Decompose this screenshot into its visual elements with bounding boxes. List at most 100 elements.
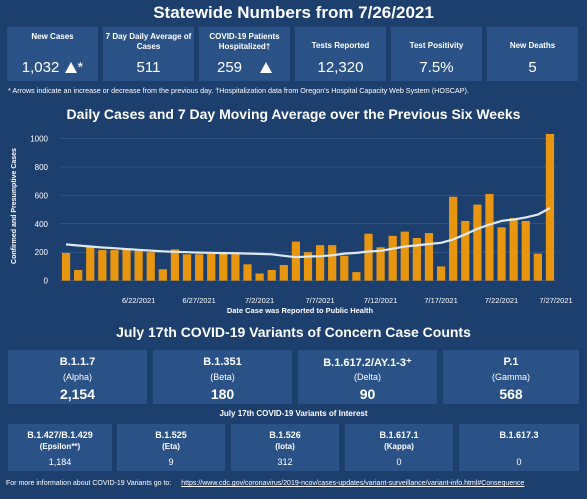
interest-label: (Eta) (162, 442, 180, 451)
cases-chart: 0 200 400 600 800 1000 6/22/2021 6/27/2021 7/2/… (11, 133, 573, 315)
bar (134, 249, 143, 281)
x-tick-label: 7/22/2021 (485, 296, 518, 305)
stat-value: 7.5% (419, 59, 454, 76)
stat-value: 1,032 * (7, 59, 98, 76)
interest-card-b16173: B.1.617.3 0 (459, 424, 579, 471)
bar (485, 193, 494, 281)
more-info: For more information about COVID-19 Vari… (6, 480, 524, 487)
chart-title: Daily Cases and 7 Day Moving Average ove… (66, 106, 521, 122)
bar (400, 231, 409, 281)
variant-card-gamma: P.1 (Gamma) 568 (443, 350, 579, 404)
x-tick-label: 7/17/2021 (424, 296, 457, 305)
chart-average-line (65, 207, 551, 259)
y-tick-label: 600 (35, 191, 49, 200)
interest-count: 312 (277, 457, 293, 467)
y-tick-label: 800 (35, 163, 49, 172)
interest-label: (Kappa) (384, 442, 414, 451)
moving-average-line (65, 207, 551, 259)
x-tick-label: 7/2/2021 (245, 296, 274, 305)
stat-value: 511 (136, 59, 161, 76)
interest-name: B.1.617.3 (499, 430, 539, 440)
y-tick-label: 1000 (30, 135, 48, 144)
bar (376, 247, 385, 281)
stat-label: New Cases (31, 32, 74, 41)
variant-label: (Gamma) (492, 372, 530, 382)
stat-value: 12,320 (317, 59, 364, 76)
bar (146, 252, 155, 281)
bar (182, 254, 192, 281)
stat-card-test-positivity: Test Positivity 7.5% (391, 27, 482, 81)
stat-number: 259 (216, 59, 243, 76)
y-tick-label: 400 (35, 220, 49, 229)
bar (315, 245, 325, 281)
bar (122, 248, 131, 281)
variant-count: 180 (210, 386, 235, 402)
stat-card-new-cases: New Cases 1,032 * (7, 27, 98, 81)
variant-name: B.1.617.2/AY.1-3⁺ (323, 357, 412, 369)
interest-count: 0 (516, 457, 522, 467)
variant-name: P.1 (503, 356, 519, 368)
variant-label: (Alpha) (62, 372, 92, 382)
bar (497, 227, 506, 281)
bar (461, 220, 470, 281)
page-title: Statewide Numbers from 7/26/2021 (153, 3, 434, 22)
stat-label: COVID-19 Patients Hospitalized† (209, 32, 280, 51)
stat-label: New Deaths (509, 41, 556, 50)
bar (328, 245, 337, 281)
bar (545, 133, 555, 281)
bar (243, 264, 252, 281)
bar (267, 269, 276, 281)
x-tick-label: 7/7/2021 (305, 296, 334, 305)
variants-title: July 17th COVID-19 Variants of Concern C… (116, 324, 471, 340)
y-axis-label: Confirmed and Presumptive Cases (11, 148, 18, 264)
bar (279, 265, 288, 281)
variant-count: 2,154 (59, 386, 96, 402)
x-tick-label: 7/12/2021 (364, 296, 397, 305)
bar (340, 255, 349, 281)
interest-name: B.1.525 (155, 430, 187, 440)
interest-card-epsilon: B.1.427/B.1.429 (Epsilon**) 1,184 (8, 424, 112, 471)
interest-count: 0 (396, 457, 402, 467)
interest-count: 9 (168, 457, 174, 467)
interest-title: July 17th COVID-19 Variants of Interest (219, 409, 368, 418)
bar (303, 252, 313, 281)
bar (352, 272, 361, 281)
variant-card-beta: B.1.351 (Beta) 180 (153, 350, 292, 404)
stat-card-tests-reported: Tests Reported 12,320 (295, 27, 386, 81)
bar (388, 235, 397, 281)
interest-count: 1,184 (48, 457, 72, 467)
chart-bars (61, 133, 555, 281)
bar (521, 220, 530, 281)
stat-label: Test Positivity (409, 41, 464, 50)
bar (158, 269, 167, 281)
variant-label: (Delta) (353, 372, 381, 382)
up-arrow-icon (260, 62, 273, 73)
variant-count: 90 (359, 386, 376, 402)
interest-card-eta: B.1.525 (Eta) 9 (117, 424, 225, 471)
bar (98, 250, 107, 281)
bar (533, 253, 542, 281)
x-tick-label: 6/27/2021 (182, 296, 215, 305)
interest-name: B.1.427/B.1.429 (27, 430, 93, 440)
stat-value: 5 (528, 59, 537, 76)
interest-label: (Epsilon**) (39, 442, 81, 451)
stat-value: 259 (199, 59, 290, 76)
bar (436, 266, 446, 281)
x-axis-label: Date Case was Reported to Public Health (227, 306, 374, 315)
cdc-variant-link[interactable]: https://www.cdc.gov/coronavirus/2019-nco… (181, 480, 525, 487)
x-tick-label: 6/22/2021 (122, 296, 155, 305)
bar (61, 252, 71, 281)
chart-y-tick-labels: 0 200 400 600 800 1000 (30, 135, 48, 286)
stat-marker: * (77, 59, 84, 76)
bar (509, 218, 518, 281)
bar (291, 241, 301, 281)
chart-x-tick-labels: 6/22/2021 6/27/2021 7/2/2021 7/7/2021 7/12/2… (122, 296, 573, 305)
bar (219, 252, 228, 281)
variant-name: B.1.351 (203, 356, 242, 368)
variant-label: (Beta) (210, 372, 235, 382)
interest-card-iota: B.1.526 (Iota) 312 (231, 424, 339, 471)
interest-label: (Iota) (275, 442, 295, 451)
more-info-text: For more information about COVID-19 Vari… (6, 480, 172, 487)
variant-card-delta: B.1.617.2/AY.1-3⁺ (Delta) 90 (298, 350, 437, 404)
x-tick-label: 7/27/2021 (539, 296, 572, 305)
